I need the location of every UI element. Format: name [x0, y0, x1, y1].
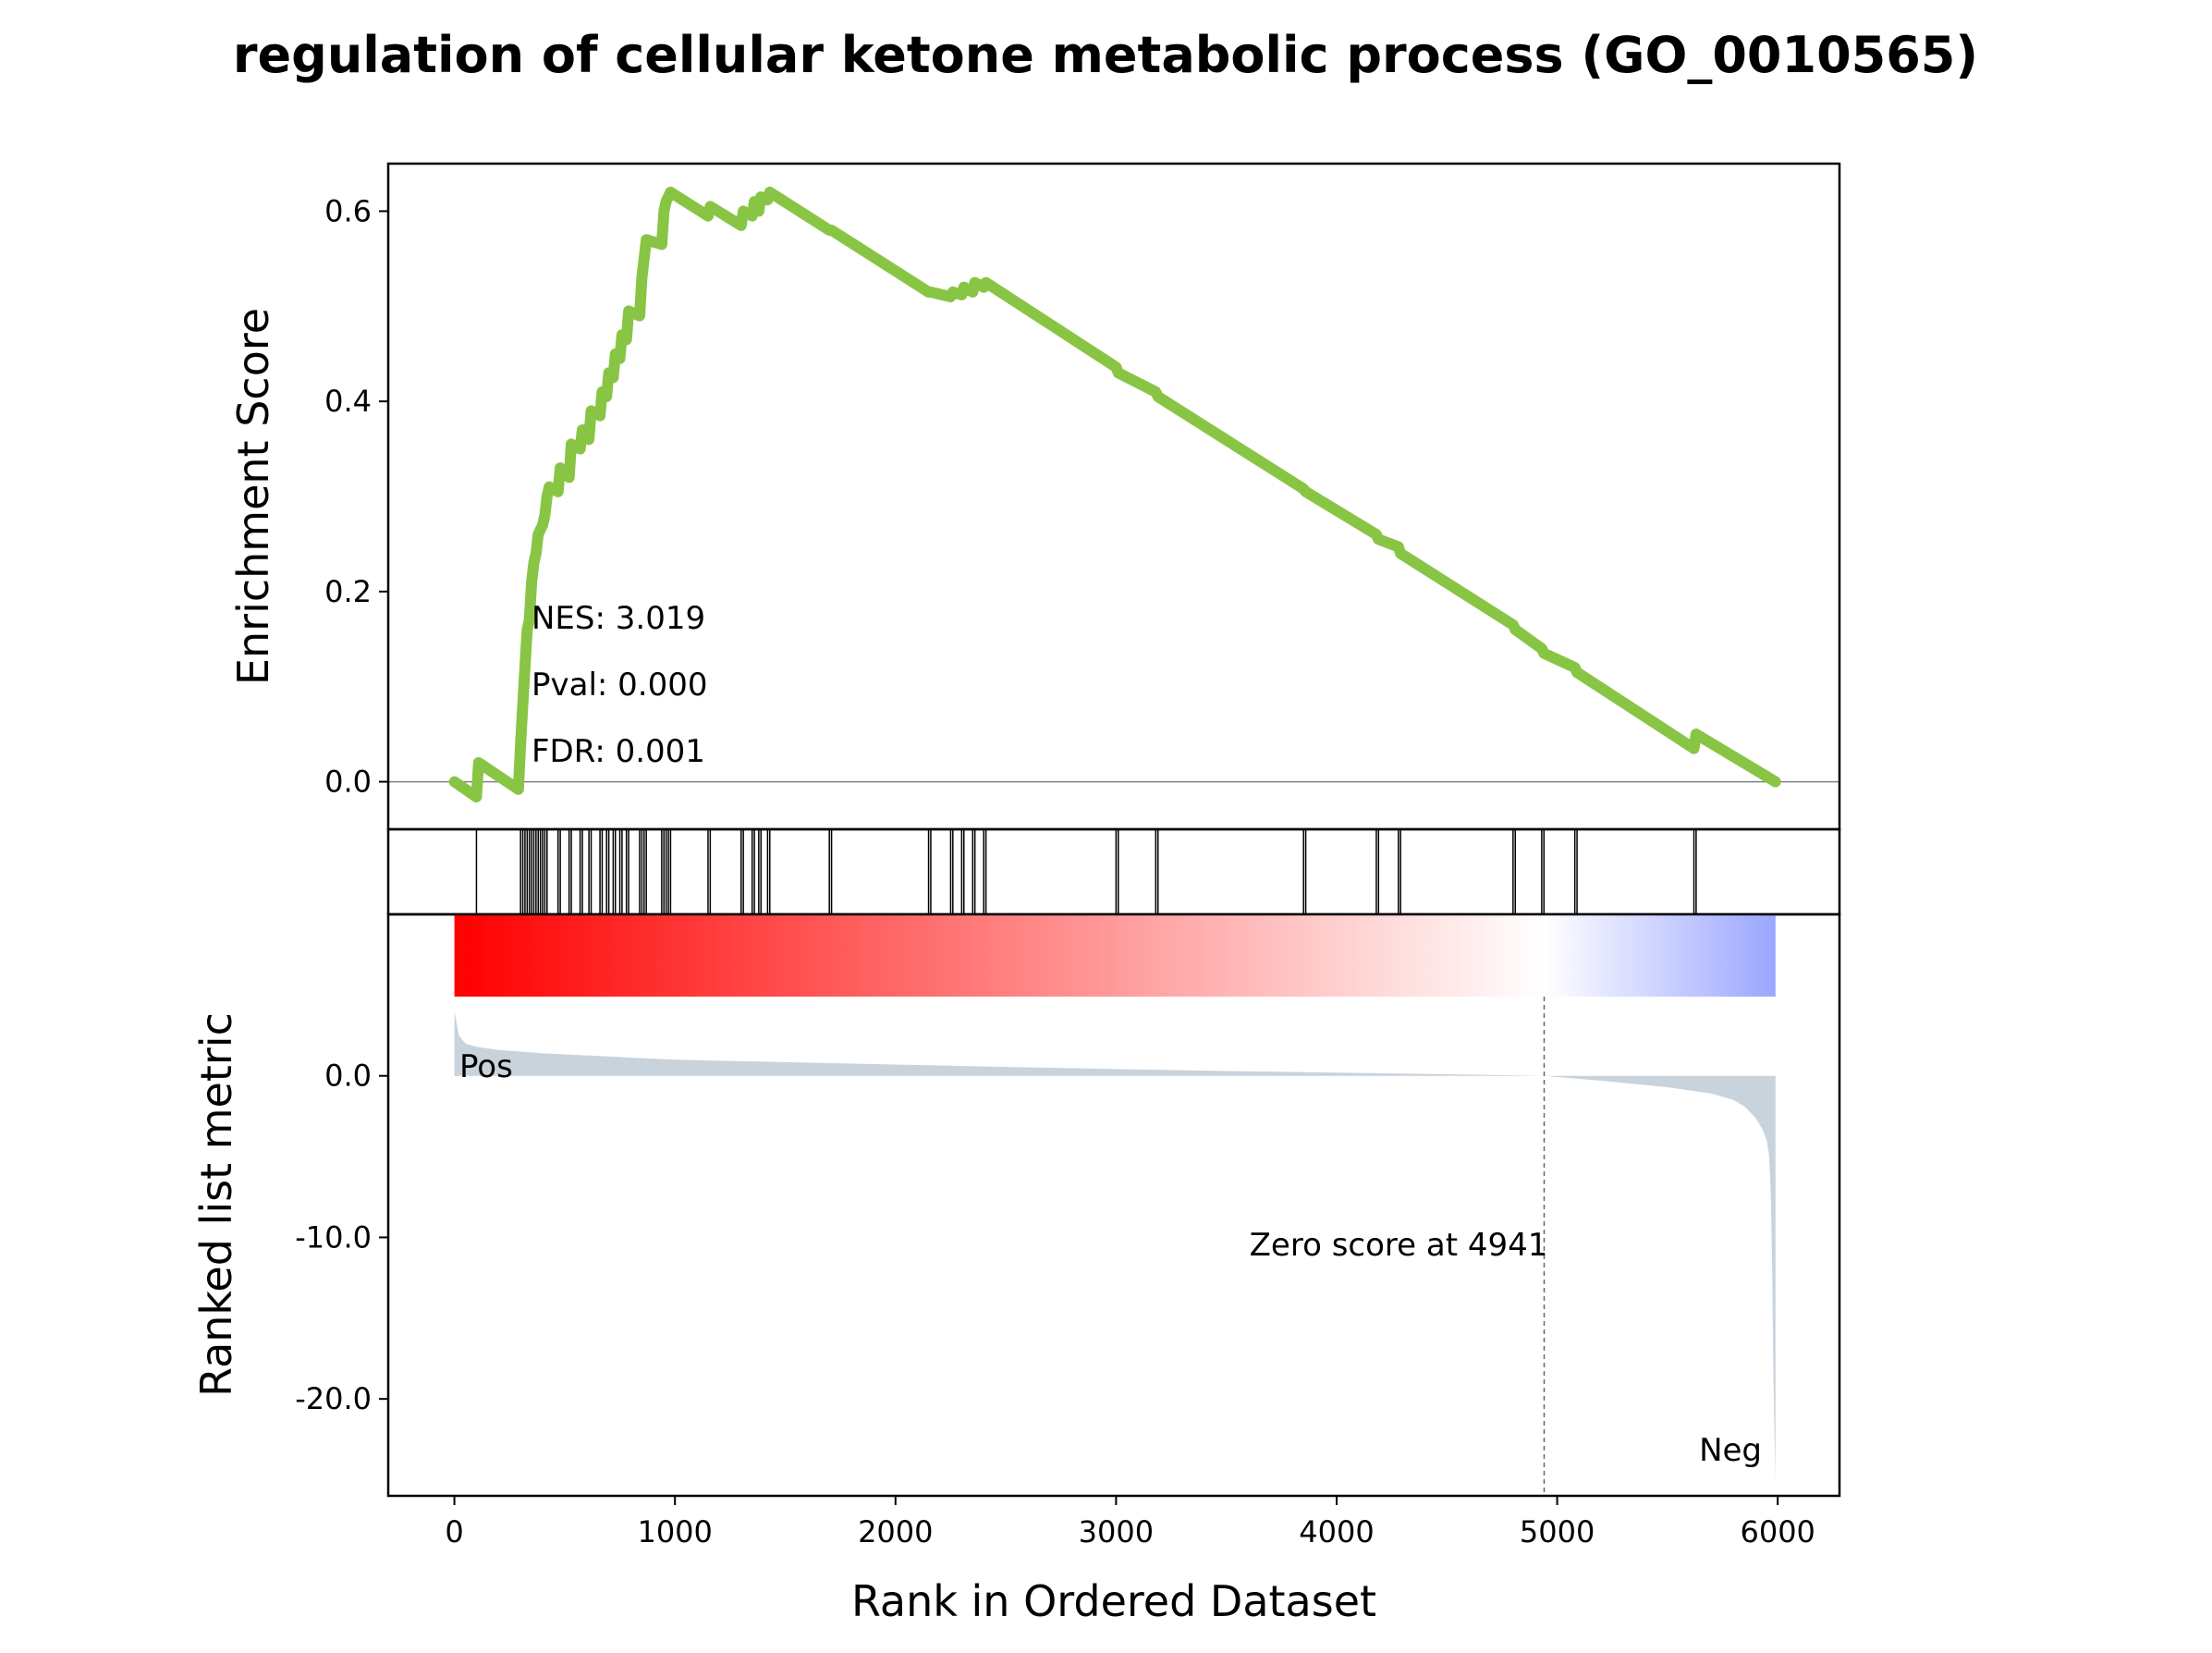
es-y-ticks: 0.0 0.2 0.4 0.6 [324, 193, 388, 800]
x-tick-label: 5000 [1520, 1514, 1595, 1549]
x-tick-label: 0 [445, 1514, 463, 1549]
x-tick-label: 1000 [637, 1514, 712, 1549]
ranked-metric-area [454, 1010, 1776, 1480]
rank-colorbar [454, 915, 1776, 997]
rank-y-tick-label: -10.0 [295, 1219, 372, 1255]
rank-y-tick-label: 0.0 [324, 1059, 372, 1094]
es-panel: 0.0 0.2 0.4 0.6 Enrichment Score NES: 3.019… [228, 162, 1841, 831]
es-axes-frame [386, 162, 1841, 831]
chart-title: regulation of cellular ketone metabolic … [233, 26, 1978, 84]
nes-annotation: NES: 3.019 [532, 600, 705, 637]
es-y-label: Enrichment Score [228, 308, 278, 685]
neg-label: Neg [1699, 1432, 1762, 1469]
es-y-tick-label: 0.0 [324, 765, 372, 800]
rank-y-tick-label: -20.0 [295, 1381, 372, 1416]
x-tick-label: 4000 [1299, 1514, 1374, 1549]
zero-score-annotation: Zero score at 4941 [1250, 1227, 1548, 1264]
pval-annotation: Pval: 0.000 [532, 667, 708, 704]
x-axis-ticks: 0 1000 2000 3000 4000 5000 6000 [445, 1496, 1815, 1549]
es-series-line [448, 186, 1781, 802]
x-tick-label: 6000 [1740, 1514, 1815, 1549]
rank-y-label: Ranked list metric [191, 1012, 241, 1397]
es-y-tick-label: 0.2 [324, 574, 372, 609]
x-axis-label: Rank in Ordered Dataset [851, 1576, 1376, 1626]
hits-panel [386, 827, 1841, 916]
fdr-annotation: FDR: 0.001 [532, 733, 705, 770]
es-y-tick-label: 0.6 [324, 193, 372, 228]
hit-lines [475, 829, 1697, 914]
es-y-tick-label: 0.4 [324, 384, 372, 419]
x-tick-label: 2000 [858, 1514, 933, 1549]
rank-y-ticks: 0.0 -10.0 -20.0 [295, 1059, 388, 1416]
pos-label: Pos [459, 1048, 513, 1085]
rank-panel: 0.0 -10.0 -20.0 Ranked list metric Pos Neg… [191, 912, 1841, 1498]
x-tick-label: 3000 [1079, 1514, 1154, 1549]
rank-axes-frame [386, 912, 1841, 1498]
